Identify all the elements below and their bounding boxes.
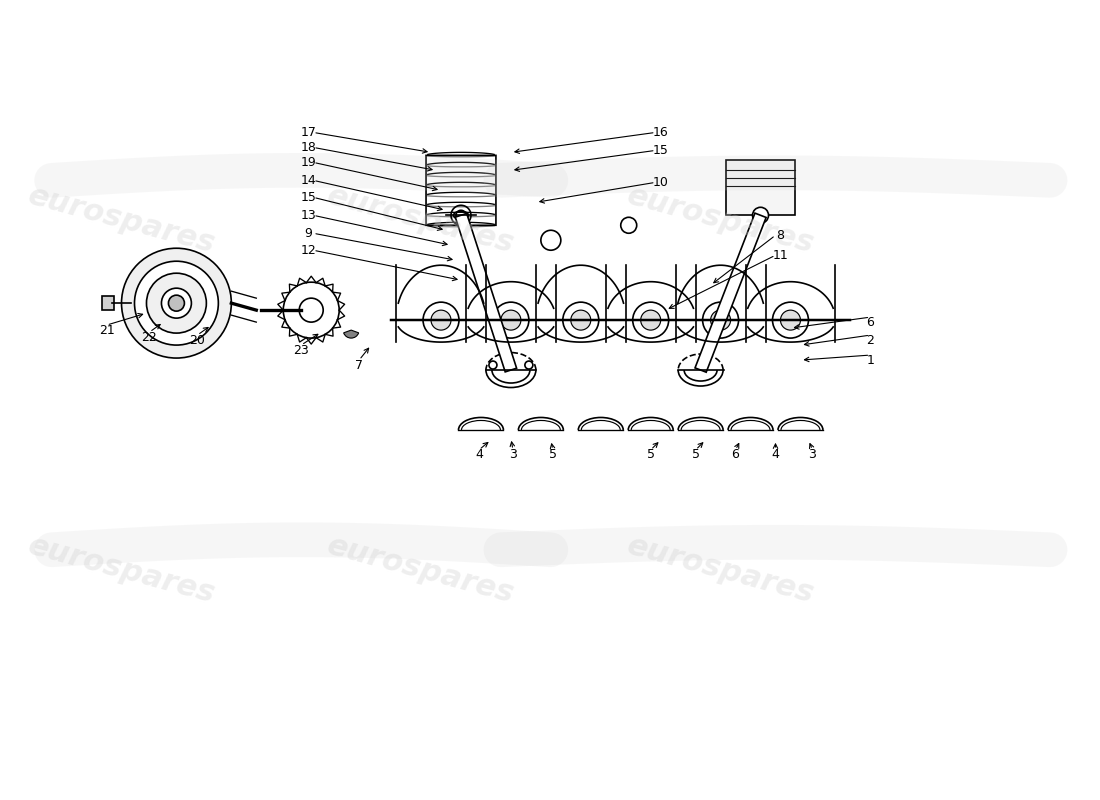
Circle shape (563, 302, 598, 338)
Text: 21: 21 (99, 324, 114, 337)
Text: 6: 6 (867, 316, 875, 329)
Text: eurospares: eurospares (324, 530, 518, 609)
Circle shape (703, 302, 738, 338)
Text: 19: 19 (300, 156, 316, 169)
Text: 12: 12 (300, 244, 316, 257)
Text: eurospares: eurospares (24, 530, 219, 609)
Text: 9: 9 (305, 226, 312, 240)
Text: 15: 15 (652, 144, 669, 157)
Circle shape (134, 262, 219, 345)
Text: 10: 10 (652, 176, 669, 189)
Text: 6: 6 (732, 449, 739, 462)
Circle shape (772, 302, 808, 338)
Bar (726, 160, 795, 215)
Circle shape (488, 361, 497, 369)
Polygon shape (455, 214, 517, 372)
Circle shape (752, 207, 769, 223)
Wedge shape (343, 330, 359, 338)
Text: 11: 11 (772, 249, 789, 262)
Text: 4: 4 (771, 449, 780, 462)
Circle shape (640, 310, 661, 330)
Text: 23: 23 (294, 343, 309, 357)
Text: 18: 18 (300, 141, 316, 154)
Text: 5: 5 (647, 449, 654, 462)
Circle shape (146, 273, 207, 333)
Text: 4: 4 (475, 449, 483, 462)
Circle shape (431, 310, 451, 330)
Text: 5: 5 (692, 449, 700, 462)
Circle shape (781, 310, 801, 330)
Text: 22: 22 (142, 330, 157, 343)
Text: 16: 16 (652, 126, 669, 139)
Text: 3: 3 (808, 449, 816, 462)
Text: 8: 8 (777, 229, 784, 242)
Text: 7: 7 (355, 358, 363, 371)
Text: eurospares: eurospares (624, 530, 817, 609)
Circle shape (525, 361, 532, 369)
Circle shape (162, 288, 191, 318)
Text: 13: 13 (300, 209, 316, 222)
Circle shape (571, 310, 591, 330)
Circle shape (168, 295, 185, 311)
Text: 1: 1 (867, 354, 875, 366)
Text: 5: 5 (549, 449, 557, 462)
Text: 14: 14 (300, 174, 316, 187)
Text: 17: 17 (300, 126, 316, 139)
Circle shape (424, 302, 459, 338)
Text: 3: 3 (509, 449, 517, 462)
Circle shape (632, 302, 669, 338)
Polygon shape (695, 213, 766, 372)
Circle shape (121, 248, 231, 358)
Circle shape (493, 302, 529, 338)
Text: eurospares: eurospares (624, 182, 817, 259)
Ellipse shape (453, 211, 469, 219)
Text: eurospares: eurospares (24, 182, 219, 259)
Bar (101, 296, 113, 310)
Circle shape (299, 298, 323, 322)
Circle shape (711, 310, 730, 330)
Text: 20: 20 (189, 334, 206, 346)
Text: 2: 2 (867, 334, 875, 346)
Circle shape (500, 310, 521, 330)
Text: 15: 15 (300, 191, 316, 204)
Text: eurospares: eurospares (324, 182, 518, 259)
